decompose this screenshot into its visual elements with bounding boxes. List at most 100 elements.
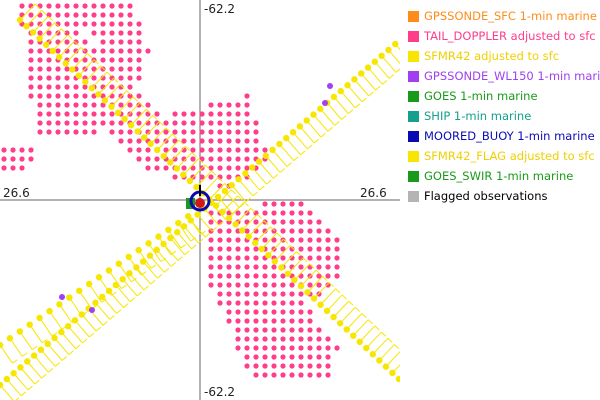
tail-doppler-point bbox=[307, 354, 313, 360]
tail-doppler-point bbox=[127, 57, 133, 63]
legend-label: TAIL_DOPPLER adjusted to sfc bbox=[424, 29, 596, 43]
tail-doppler-point bbox=[82, 102, 88, 108]
wind-barb bbox=[299, 126, 315, 144]
tail-doppler-point bbox=[91, 12, 97, 18]
tail-doppler-point bbox=[127, 30, 133, 36]
wind-barb bbox=[71, 53, 88, 70]
tail-doppler-point bbox=[217, 165, 223, 171]
tail-doppler-point bbox=[208, 282, 214, 288]
tail-doppler-point bbox=[55, 120, 61, 126]
tail-doppler-point bbox=[127, 129, 133, 135]
legend-item[interactable]: TAIL_DOPPLER adjusted to sfc bbox=[408, 27, 596, 45]
tail-doppler-point bbox=[325, 336, 331, 342]
tail-doppler-point bbox=[280, 282, 286, 288]
tail-doppler-point bbox=[118, 66, 124, 72]
sfmr-point bbox=[56, 301, 63, 308]
tail-doppler-point bbox=[235, 165, 241, 171]
tail-doppler-point bbox=[235, 309, 241, 315]
tail-doppler-point bbox=[199, 120, 205, 126]
tail-doppler-point bbox=[235, 318, 241, 324]
tail-doppler-point bbox=[280, 273, 286, 279]
tail-doppler-point bbox=[244, 363, 250, 369]
tail-doppler-point bbox=[109, 57, 115, 63]
legend-item[interactable]: GPSSONDE_WL150 1-min marine bbox=[408, 67, 600, 85]
tail-doppler-point bbox=[136, 138, 142, 144]
wind-barb bbox=[150, 279, 156, 285]
tail-doppler-point bbox=[118, 102, 124, 108]
tail-doppler-point bbox=[217, 282, 223, 288]
wind-map-plot[interactable]: -62.2 26.6 26.6 -62.2 bbox=[0, 0, 400, 400]
tail-doppler-point bbox=[271, 363, 277, 369]
tail-doppler-point bbox=[262, 309, 268, 315]
tail-doppler-point bbox=[109, 129, 115, 135]
tail-doppler-point bbox=[289, 246, 295, 252]
wind-barb bbox=[215, 189, 232, 207]
latitude-label-bottom: -62.2 bbox=[204, 385, 236, 399]
tail-doppler-point bbox=[280, 363, 286, 369]
tail-doppler-point bbox=[325, 372, 331, 378]
wind-barb bbox=[108, 270, 122, 289]
tail-doppler-point bbox=[28, 147, 34, 153]
sfmr-point bbox=[6, 335, 14, 342]
tail-doppler-point bbox=[235, 129, 241, 135]
wind-barb bbox=[33, 355, 49, 373]
wind-barb bbox=[48, 367, 54, 373]
legend-item[interactable]: SHIP 1-min marine bbox=[408, 107, 531, 125]
wind-barb bbox=[211, 226, 217, 232]
tail-doppler-point bbox=[262, 282, 268, 288]
wind-barb bbox=[279, 168, 286, 173]
tail-doppler-point bbox=[307, 237, 313, 243]
wind-barb bbox=[252, 191, 258, 197]
wind-barb bbox=[273, 173, 279, 179]
tail-doppler-point bbox=[307, 228, 313, 234]
wind-barb bbox=[80, 46, 86, 52]
tail-doppler-point bbox=[28, 75, 34, 81]
tail-doppler-point bbox=[208, 156, 214, 162]
legend-item[interactable]: MOORED_BUOY 1-min marine bbox=[408, 127, 595, 145]
tail-doppler-point bbox=[136, 66, 142, 72]
tail-doppler-point bbox=[298, 300, 304, 306]
tail-doppler-point bbox=[244, 111, 250, 117]
tail-doppler-point bbox=[28, 57, 34, 63]
tail-doppler-point bbox=[226, 156, 232, 162]
tail-doppler-point bbox=[172, 111, 178, 117]
wind-barb bbox=[218, 221, 224, 226]
tail-doppler-point bbox=[100, 39, 106, 45]
wind-barb bbox=[367, 67, 383, 85]
wind-barb bbox=[54, 362, 61, 367]
tail-doppler-point bbox=[163, 147, 169, 153]
tail-doppler-point bbox=[307, 219, 313, 225]
wind-barb bbox=[178, 139, 184, 145]
wind-barb bbox=[231, 184, 247, 203]
tail-doppler-point bbox=[145, 147, 151, 153]
tail-doppler-point bbox=[181, 165, 187, 171]
tail-doppler-point bbox=[289, 309, 295, 315]
legend-item[interactable]: SFMR42 adjusted to sfc bbox=[408, 47, 559, 65]
tail-doppler-point bbox=[127, 84, 133, 90]
tail-doppler-point bbox=[154, 129, 160, 135]
tail-doppler-point bbox=[307, 327, 313, 333]
legend-swatch-icon bbox=[408, 170, 419, 182]
legend-item[interactable]: SFMR42_FLAG adjusted to sfc bbox=[408, 147, 595, 165]
tail-doppler-point bbox=[280, 255, 286, 261]
tail-doppler-point bbox=[82, 3, 88, 9]
legend-item[interactable]: GOES_SWIR 1-min marine bbox=[408, 167, 573, 185]
tail-doppler-point bbox=[118, 138, 124, 144]
tail-doppler-point bbox=[289, 255, 295, 261]
tail-doppler-point bbox=[73, 57, 79, 63]
tail-doppler-point bbox=[253, 129, 259, 135]
tail-doppler-point bbox=[289, 363, 295, 369]
tail-doppler-point bbox=[118, 48, 124, 54]
wind-barb bbox=[185, 146, 191, 151]
wind-barb bbox=[217, 196, 233, 214]
legend-item[interactable]: Flagged observations bbox=[408, 187, 548, 205]
tail-doppler-point bbox=[244, 93, 250, 99]
legend-item[interactable]: GOES 1-min marine bbox=[408, 87, 538, 105]
tail-doppler-point bbox=[217, 255, 223, 261]
tail-doppler-point bbox=[19, 147, 25, 153]
wind-barb bbox=[177, 222, 192, 242]
legend-item[interactable]: GPSSONDE_SFC 1-min marine bbox=[408, 7, 597, 25]
wind-barb bbox=[169, 146, 186, 163]
wind-barb bbox=[182, 158, 199, 176]
tail-doppler-point bbox=[28, 156, 34, 162]
